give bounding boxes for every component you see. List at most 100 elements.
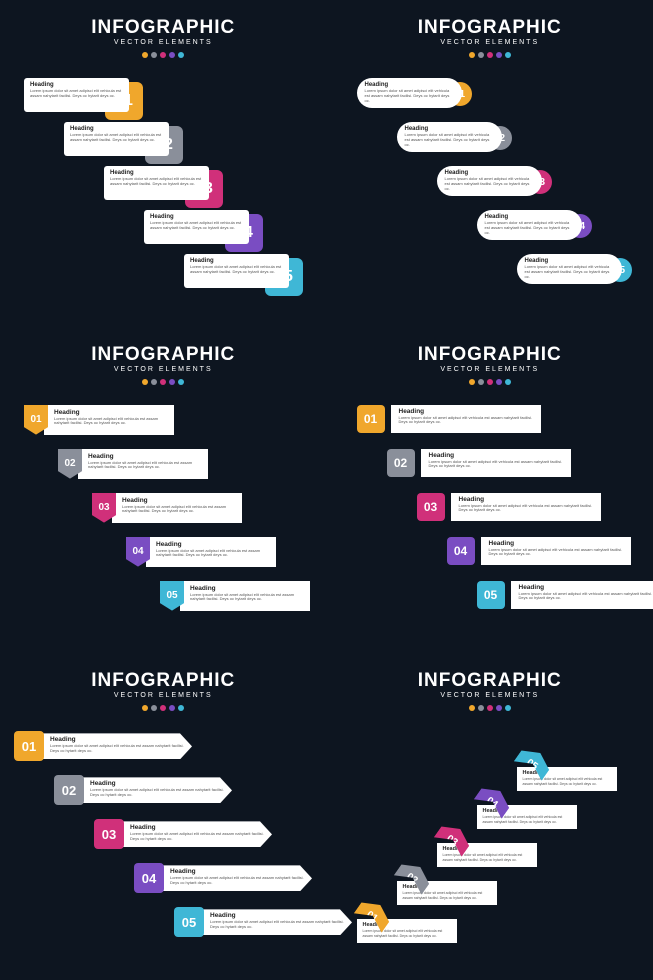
step-card: HeadingLorem ipsum dolor sit amet adipis… <box>391 405 541 433</box>
title-block: INFOGRAPHICVECTOR ELEMENTS <box>337 18 644 58</box>
step-03: 03HeadingLorem ipsum dolor sit amet adip… <box>437 166 542 196</box>
step-body: Lorem ipsum dolor sit amet adipisci elit… <box>405 133 494 147</box>
step-body: Lorem ipsum dolor sit amet adipisci elit… <box>403 891 491 899</box>
step-05: 05HeadingLorem ipsum dolor sit amet adip… <box>517 254 622 284</box>
step-heading: Heading <box>90 780 224 787</box>
step-body: Lorem ipsum dolor sit amet adipisci elit… <box>429 460 563 470</box>
step-heading: Heading <box>170 868 304 875</box>
step-body: Lorem ipsum dolor sit amet adipisci elit… <box>122 505 234 515</box>
dot-5 <box>178 379 184 385</box>
step-heading: Heading <box>443 846 531 852</box>
step-heading: Heading <box>54 409 166 416</box>
dot-2 <box>478 52 484 58</box>
step-05: 05HeadingLorem ipsum dolor sit amet adip… <box>184 254 289 288</box>
step-heading: Heading <box>519 584 653 591</box>
dot-2 <box>151 705 157 711</box>
step-heading: Heading <box>489 540 623 547</box>
step-body: Lorem ipsum dolor sit amet adipisci elit… <box>459 504 593 514</box>
dot-4 <box>169 705 175 711</box>
step-03: 03HeadingLorem ipsum dolor sit amet adip… <box>94 819 272 849</box>
step-card: HeadingLorem ipsum dolor sit amet adipis… <box>24 78 129 112</box>
step-04: 04HeadingLorem ipsum dolor sit amet adip… <box>477 789 577 829</box>
title-main: INFOGRAPHIC <box>337 345 644 364</box>
step-05: 05HeadingLorem ipsum dolor sit amet adip… <box>174 907 352 937</box>
step-card: HeadingLorem ipsum dolor sit amet adipis… <box>477 210 582 240</box>
step-heading: Heading <box>403 884 491 890</box>
step-badge: 05 <box>174 907 204 937</box>
dots-row <box>337 705 644 711</box>
step-02: 02HeadingLorem ipsum dolor sit amet adip… <box>387 449 571 477</box>
step-badge: 03 <box>94 819 124 849</box>
panel-4: INFOGRAPHICVECTOR ELEMENTS 01HeadingLorem… <box>327 327 653 654</box>
step-card: HeadingLorem ipsum dolor sit amet adipis… <box>144 210 249 244</box>
step-badge: 03 <box>417 493 445 521</box>
step-body: Lorem ipsum dolor sit amet adipisci elit… <box>210 920 344 930</box>
step-02: 02HeadingLorem ipsum dolor sit amet adip… <box>397 865 497 905</box>
step-badge: 02 <box>54 775 84 805</box>
step-02: 02HeadingLorem ipsum dolor sit amet adip… <box>58 449 208 479</box>
dot-2 <box>478 379 484 385</box>
dot-5 <box>178 52 184 58</box>
step-card: HeadingLorem ipsum dolor sit amet adipis… <box>477 805 577 829</box>
dot-3 <box>160 705 166 711</box>
step-card: HeadingLorem ipsum dolor sit amet adipis… <box>451 493 601 521</box>
step-04: 04HeadingLorem ipsum dolor sit amet adip… <box>144 210 249 244</box>
dot-3 <box>160 379 166 385</box>
dot-5 <box>505 705 511 711</box>
step-card: HeadingLorem ipsum dolor sit amet adipis… <box>421 449 571 477</box>
dot-1 <box>469 379 475 385</box>
step-04: 04HeadingLorem ipsum dolor sit amet adip… <box>447 537 631 565</box>
step-card: HeadingLorem ipsum dolor sit amet adipis… <box>184 254 289 288</box>
dot-3 <box>487 52 493 58</box>
step-heading: Heading <box>88 453 200 460</box>
step-card: HeadingLorem ipsum dolor sit amet adipis… <box>78 449 208 479</box>
dot-5 <box>505 52 511 58</box>
step-card: HeadingLorem ipsum dolor sit amet adipis… <box>104 166 209 200</box>
step-heading: Heading <box>156 541 268 548</box>
step-body: Lorem ipsum dolor sit amet adipisci elit… <box>30 89 123 99</box>
dot-1 <box>469 52 475 58</box>
title-main: INFOGRAPHIC <box>337 671 644 690</box>
step-03: 03HeadingLorem ipsum dolor sit amet adip… <box>104 166 209 200</box>
step-body: Lorem ipsum dolor sit amet adipisci elit… <box>485 221 574 235</box>
step-03: 03HeadingLorem ipsum dolor sit amet adip… <box>92 493 242 523</box>
step-card: HeadingLorem ipsum dolor sit amet adipis… <box>42 733 192 759</box>
step-card: HeadingLorem ipsum dolor sit amet adipis… <box>481 537 631 565</box>
step-body: Lorem ipsum dolor sit amet adipisci elit… <box>90 788 224 798</box>
title-block: INFOGRAPHICVECTOR ELEMENTS <box>10 345 317 385</box>
step-card: HeadingLorem ipsum dolor sit amet adipis… <box>357 78 462 108</box>
step-card: HeadingLorem ipsum dolor sit amet adipis… <box>437 843 537 867</box>
step-body: Lorem ipsum dolor sit amet adipisci elit… <box>399 416 533 426</box>
step-01: 01HeadingLorem ipsum dolor sit amet adip… <box>357 405 541 433</box>
step-body: Lorem ipsum dolor sit amet adipisci elit… <box>170 876 304 886</box>
step-body: Lorem ipsum dolor sit amet adipisci elit… <box>110 177 203 187</box>
dot-1 <box>142 379 148 385</box>
dot-1 <box>469 705 475 711</box>
step-card: HeadingLorem ipsum dolor sit amet adipis… <box>146 537 276 567</box>
step-heading: Heading <box>130 824 264 831</box>
title-sub: VECTOR ELEMENTS <box>10 692 317 699</box>
step-card: HeadingLorem ipsum dolor sit amet adipis… <box>162 865 312 891</box>
step-02: 02HeadingLorem ipsum dolor sit amet adip… <box>64 122 169 156</box>
title-main: INFOGRAPHIC <box>337 18 644 37</box>
panel-5: INFOGRAPHICVECTOR ELEMENTS01HeadingLorem… <box>0 653 327 980</box>
step-03: 03HeadingLorem ipsum dolor sit amet adip… <box>417 493 601 521</box>
dot-1 <box>142 52 148 58</box>
step-heading: Heading <box>459 496 593 503</box>
step-card: HeadingLorem ipsum dolor sit amet adipis… <box>64 122 169 156</box>
title-sub: VECTOR ELEMENTS <box>10 366 317 373</box>
step-badge: 01 <box>14 731 44 761</box>
step-card: HeadingLorem ipsum dolor sit amet adipis… <box>122 821 272 847</box>
step-body: Lorem ipsum dolor sit amet adipisci elit… <box>363 929 451 937</box>
dots-row <box>10 379 317 385</box>
step-badge: 04 <box>134 863 164 893</box>
title-block: INFOGRAPHICVECTOR ELEMENTS <box>337 345 644 385</box>
step-03: 03HeadingLorem ipsum dolor sit amet adip… <box>437 827 537 867</box>
step-01: 01HeadingLorem ipsum dolor sit amet adip… <box>357 903 457 943</box>
title-sub: VECTOR ELEMENTS <box>10 39 317 46</box>
title-block: INFOGRAPHICVECTOR ELEMENTS <box>10 18 317 58</box>
title-main: INFOGRAPHIC <box>10 671 317 690</box>
step-body: Lorem ipsum dolor sit amet adipisci elit… <box>489 548 623 558</box>
step-05: 05HeadingLorem ipsum dolor sit amet adip… <box>517 751 617 791</box>
step-body: Lorem ipsum dolor sit amet adipisci elit… <box>519 592 653 602</box>
